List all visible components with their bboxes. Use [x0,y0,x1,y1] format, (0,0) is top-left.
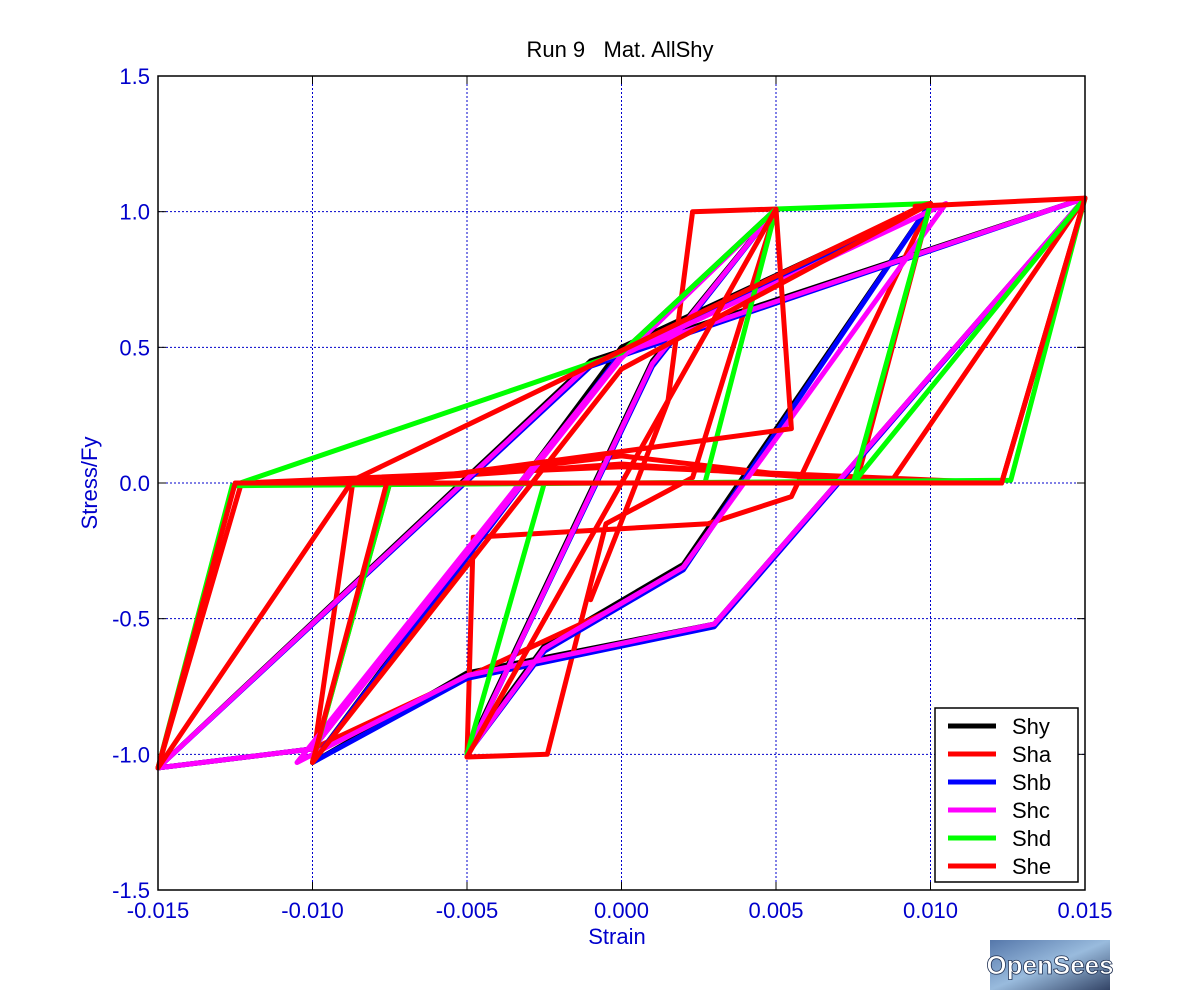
x-tick-label: 0.015 [1057,898,1112,923]
chart-title: Run 9 Mat. AllShy [526,37,713,62]
y-tick-label: 0.0 [119,471,150,496]
legend-label-shd: Shd [1012,826,1051,851]
legend-label-she: She [1012,854,1051,879]
opensees-logo: OpenSees [986,940,1114,990]
y-tick-label: 1.5 [119,64,150,89]
series-line-she [155,195,1088,771]
x-tick-label: 0.010 [903,898,958,923]
data-series [155,195,1088,771]
x-tick-label: -0.005 [436,898,498,923]
y-tick-label: -1.0 [112,742,150,767]
legend: Shy Sha Shb Shc Shd She [934,707,1079,883]
y-tick-label: 0.5 [119,335,150,360]
y-axis-label: Stress/Fy [77,437,102,530]
x-tick-label: -0.015 [127,898,189,923]
axis-ticks: -0.015 -0.010 -0.005 0.000 0.005 0.010 0.015 1.… [112,64,1112,923]
legend-label-shy: Shy [1012,714,1050,739]
legend-label-shc: Shc [1012,798,1050,823]
y-tick-label: -0.5 [112,607,150,632]
y-tick-label: -1.5 [112,878,150,903]
legend-box [934,707,1079,883]
legend-label-shb: Shb [1012,770,1051,795]
x-tick-label: 0.000 [594,898,649,923]
x-tick-label: -0.010 [281,898,343,923]
x-axis-label: Strain [588,924,645,949]
y-tick-label: 1.0 [119,200,150,225]
logo-text: OpenSees [986,950,1113,980]
series-line-shc [155,195,1088,771]
plot-frame [157,75,1086,891]
legend-label-sha: Sha [1012,742,1052,767]
x-tick-label: 0.005 [748,898,803,923]
